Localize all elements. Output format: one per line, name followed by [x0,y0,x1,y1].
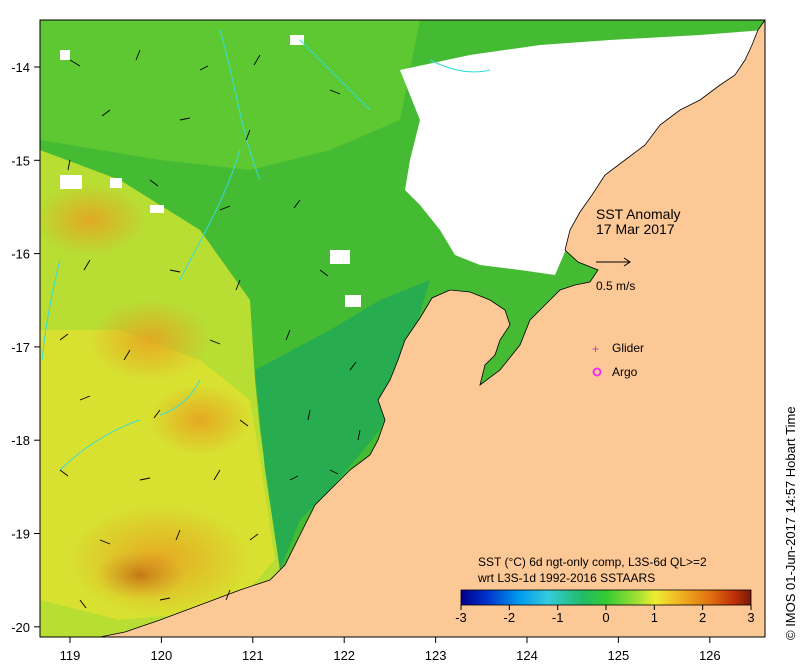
colorbar [460,589,752,606]
caption-line2: wrt L3S-1d 1992-2016 SSTAARS [477,571,655,585]
legend: + Glider Argo [592,341,644,379]
lat-tick-label: -17 [11,340,30,355]
caption-line1: SST (°C) 6d ngt-only comp, L3S-6d QL>=2 [478,555,707,569]
current-vectors [59,49,361,609]
warm-patch [40,185,145,255]
no-data-patch [60,175,82,189]
lat-tick-label: -16 [11,247,30,262]
latitude-axis: -14 -15 -16 -17 -18 -19 -20 [11,60,40,635]
vector-scale-arrowhead [623,257,631,267]
lon-tick-label: 124 [516,648,538,663]
no-data-patch [150,205,164,213]
no-data-mask [400,30,765,275]
lon-tick-label: 126 [699,648,721,663]
argo-circle-icon [592,367,602,377]
vector-scale-label: 0.5 m/s [596,279,635,293]
lat-tick-label: -14 [11,60,30,75]
no-data-patch [290,35,304,45]
lon-tick-label: 123 [425,648,447,663]
lat-tick-label: -18 [11,433,30,448]
map-title-line2: 17 Mar 2017 [596,221,675,237]
no-data-patch [60,50,70,60]
colorbar-tick-label: -3 [455,610,467,625]
legend-argo-label: Argo [612,365,638,379]
colorbar-tick-label: 1 [651,610,658,625]
current-streamlines [41,29,491,471]
lat-tick-label: -19 [11,527,30,542]
lon-tick-label: 122 [333,648,355,663]
credit-text: © IMOS 01-Jun-2017 14:57 Hobart Time [783,406,798,640]
no-data-patch [110,178,122,188]
north-green-band [40,20,420,170]
map-area [40,20,765,637]
warm-patch [90,300,210,380]
colorbar-tick-label: -2 [504,610,516,625]
colorbar-tick-label: 3 [747,610,754,625]
no-data-patch [345,295,361,307]
warm-patch [150,385,250,455]
lon-tick-label: 125 [608,648,630,663]
colorbar-tick-label: -1 [552,610,564,625]
lat-tick-label: -20 [11,620,30,635]
lon-tick-label: 119 [60,648,81,663]
land-mass [99,20,765,637]
colorbar-ticks: -3 -2 -1 0 1 2 3 [455,605,755,625]
map-frame [39,19,766,638]
no-data-patch [330,250,350,264]
lon-tick-label: 120 [151,648,173,663]
colorbar-tick-label: 0 [602,610,609,625]
coastal-green-band [255,280,430,570]
lon-tick-label: 121 [242,648,264,663]
glider-plus-icon: + [592,342,599,356]
hot-patch [95,550,185,600]
lat-tick-label: -15 [11,153,30,168]
colorbar-tick-label: 2 [699,610,706,625]
map-title-line1: SST Anomaly [596,206,681,222]
legend-glider-label: Glider [612,341,644,355]
longitude-axis: 119 120 121 122 123 124 125 126 [60,637,721,663]
